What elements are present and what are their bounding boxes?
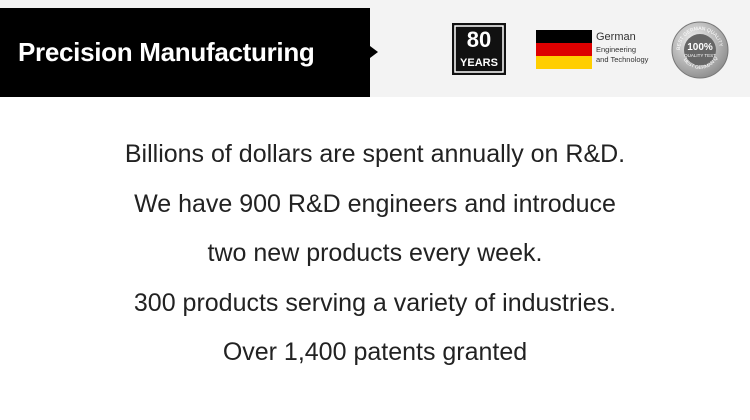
german-line: and Technology <box>596 55 649 64</box>
german-line: German <box>596 31 636 43</box>
body-text: Billions of dollars are spent annually o… <box>0 130 750 378</box>
body-line: Over 1,400 patents granted <box>222 338 528 366</box>
years-badge <box>452 23 506 75</box>
german-flag <box>536 30 592 69</box>
header-title: Precision Manufacturing <box>18 37 315 67</box>
body-line: We have 900 R&D engineers and introduce <box>134 189 616 218</box>
badges: 80 YEARS German Engineering and Technolo… <box>450 20 729 79</box>
german-line: Engineering <box>596 45 636 54</box>
body-line: two new products every week. <box>207 239 543 267</box>
banner-shape <box>0 8 378 97</box>
seal-sub: QUALITY TEST <box>684 53 716 58</box>
years-label: YEARS <box>460 57 498 69</box>
header-bar: Precision Manufacturing 80 YEARS German … <box>0 0 750 97</box>
seal-center: 100% <box>687 42 713 53</box>
body-line: Billions of dollars are spent annually o… <box>124 140 626 168</box>
body-line: 300 products serving a variety of indust… <box>133 288 617 317</box>
years-number: 80 <box>467 27 491 52</box>
